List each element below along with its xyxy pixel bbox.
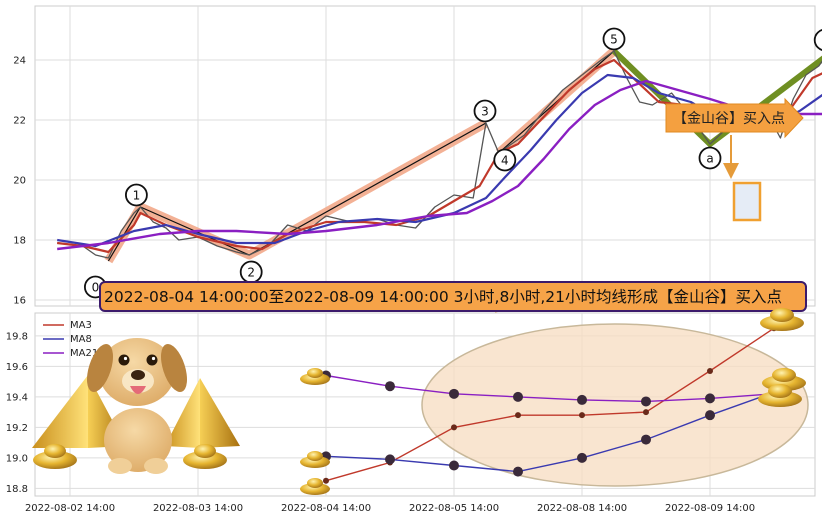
gold-ingot-icon bbox=[300, 368, 330, 385]
ma-line-ma21 bbox=[325, 374, 775, 403]
ma-y-ticks: 18.8 19.0 19.2 19.4 19.6 19.8 bbox=[6, 331, 28, 495]
ma-point-ma8 bbox=[385, 454, 395, 465]
gold-ingot-icon bbox=[300, 451, 330, 468]
gold-ingot-icon bbox=[758, 384, 802, 407]
wave-point-label: 1 bbox=[133, 189, 141, 203]
corrective-wave-line bbox=[611, 48, 822, 148]
puppy-icon bbox=[86, 338, 188, 474]
wave-point-label: 5 bbox=[610, 33, 618, 47]
ma-point-ma21 bbox=[577, 394, 587, 405]
ma-point-ma21 bbox=[705, 393, 715, 404]
wave-point-label: 4 bbox=[501, 154, 509, 168]
wave-point-label: 3 bbox=[481, 105, 489, 119]
wave-point-label: 2 bbox=[247, 266, 255, 280]
x-tick-label: 2022-08-04 14:00 bbox=[281, 503, 371, 514]
ma-point-ma3 bbox=[579, 412, 585, 419]
ma-point-ma3 bbox=[515, 412, 521, 419]
wave-labels: 012345abc bbox=[84, 27, 822, 299]
banner-box bbox=[99, 281, 807, 312]
x-tick-label: 2022-08-02 14:00 bbox=[25, 503, 115, 514]
wave-point-marker bbox=[813, 29, 822, 51]
ma-point-ma3 bbox=[707, 367, 713, 374]
legend-label-ma3: MA3 bbox=[70, 320, 92, 331]
ma-point-ma8 bbox=[449, 460, 459, 471]
gold-ingot-icon bbox=[760, 308, 804, 331]
gold-ingots-decor bbox=[300, 308, 806, 495]
callout-label: 【金山谷】买入点 bbox=[673, 111, 785, 127]
gold-ingot-left bbox=[33, 444, 77, 469]
series-line-price bbox=[57, 50, 822, 259]
ma-point-ma21 bbox=[513, 391, 523, 402]
gold-ingot-right bbox=[183, 444, 227, 469]
wave-point-marker bbox=[602, 27, 626, 51]
legend-label-ma8: MA8 bbox=[70, 334, 92, 345]
wave-point-label: a bbox=[706, 152, 713, 166]
series-line-ma3 bbox=[57, 58, 822, 254]
x-tick-label: 2022-08-03 14:00 bbox=[153, 503, 243, 514]
ma-y-tick-label: 18.8 bbox=[6, 484, 28, 495]
ma-point-ma8 bbox=[641, 434, 651, 445]
price-y-tick-label: 20 bbox=[13, 176, 26, 187]
series-line-ma21 bbox=[57, 79, 822, 251]
ma-y-tick-label: 19.6 bbox=[6, 362, 28, 373]
ma-y-tick-label: 19.4 bbox=[6, 392, 28, 403]
price-y-tick-label: 24 bbox=[13, 56, 26, 67]
ma-zoom-panel: 18.8 19.0 19.2 19.4 19.6 19.8 2022-08-02 14:0… bbox=[6, 308, 816, 514]
ma-y-tick-label: 19.0 bbox=[6, 453, 28, 464]
gold-ingot-icon bbox=[300, 478, 330, 495]
ma-point-ma21 bbox=[385, 381, 395, 392]
golden-valley-box bbox=[732, 181, 762, 222]
wave-point-label: 0 bbox=[92, 281, 100, 295]
ma-point-ma21 bbox=[641, 396, 651, 407]
ma-point-ma3 bbox=[323, 477, 329, 484]
ma-point-ma8 bbox=[513, 466, 523, 477]
price-y-ticks: 16 18 20 22 24 bbox=[13, 56, 26, 307]
highlight-ellipse bbox=[421, 323, 809, 487]
gold-pyramid-right bbox=[165, 378, 240, 448]
x-tick-label: 2022-08-08 14:00 bbox=[537, 503, 627, 514]
ma-line-ma3 bbox=[325, 327, 775, 482]
ma-point-ma21 bbox=[449, 388, 459, 399]
price-y-tick-label: 22 bbox=[13, 116, 26, 127]
signal-banner: 2022-08-04 14:00:00至2022-08-09 14:00:00 … bbox=[99, 281, 807, 339]
x-ticks: 2022-08-02 14:00 2022-08-03 14:00 2022-08-… bbox=[25, 503, 755, 514]
callout-arrow-shape bbox=[665, 97, 804, 139]
price-y-tick-label: 18 bbox=[13, 236, 26, 247]
x-tick-label: 2022-08-05 14:00 bbox=[409, 503, 499, 514]
wave-point-marker bbox=[698, 146, 722, 170]
ma-point-ma8 bbox=[705, 410, 715, 421]
ma-point-ma3 bbox=[451, 424, 457, 431]
banner-text: 2022-08-04 14:00:00至2022-08-09 14:00:00 … bbox=[104, 288, 782, 306]
mascot-illustration bbox=[32, 338, 240, 474]
buy-point-callout: 【金山谷】买入点 bbox=[665, 97, 804, 139]
ma-line-ma8 bbox=[325, 391, 775, 473]
ma-point-ma8 bbox=[577, 452, 587, 463]
ma-y-tick-label: 19.8 bbox=[6, 331, 28, 342]
price-series bbox=[57, 50, 822, 259]
series-line-ma8 bbox=[57, 73, 822, 248]
legend-label-ma21: MA21 bbox=[70, 348, 98, 359]
price-y-tick-label: 16 bbox=[13, 296, 26, 307]
wave-point-marker bbox=[473, 99, 497, 123]
ma-point-ma3 bbox=[643, 409, 649, 416]
wave-point-marker bbox=[493, 148, 517, 172]
x-tick-label: 2022-08-09 14:00 bbox=[665, 503, 755, 514]
ma-y-tick-label: 19.2 bbox=[6, 423, 28, 434]
wave-point-marker bbox=[124, 183, 148, 207]
golden-valley-marker bbox=[723, 135, 762, 222]
legend: MA3 MA8 MA21 bbox=[43, 320, 98, 359]
